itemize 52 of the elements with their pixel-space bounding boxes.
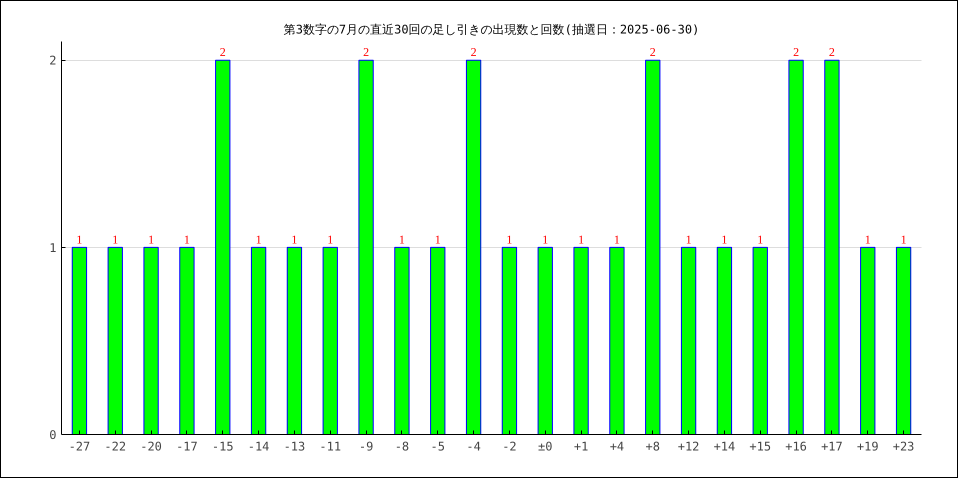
x-tick-label: +23 xyxy=(892,440,914,454)
data-label: 1 xyxy=(112,232,118,246)
x-tick-label: +16 xyxy=(785,440,807,454)
data-label: 1 xyxy=(148,232,154,246)
x-tick-label: -8 xyxy=(394,440,410,454)
x-tick-label: -9 xyxy=(358,440,374,454)
x-tick-label: -17 xyxy=(176,440,198,454)
x-tick-label: -4 xyxy=(466,440,481,454)
x-tick-label: -15 xyxy=(212,440,234,454)
data-label: 1 xyxy=(434,232,441,246)
data-label: 1 xyxy=(76,232,82,246)
x-tick-label: -27 xyxy=(68,440,90,454)
x-tick-label: +8 xyxy=(646,440,660,454)
data-label: 1 xyxy=(506,232,512,246)
data-label: 2 xyxy=(650,45,656,60)
data-label: 1 xyxy=(614,232,620,246)
data-label: 1 xyxy=(542,232,548,246)
data-label: 1 xyxy=(721,232,728,246)
data-label: 1 xyxy=(757,232,764,246)
data-label: 1 xyxy=(900,232,907,246)
x-tick-label: +17 xyxy=(821,440,843,454)
data-label: 1 xyxy=(291,232,298,246)
data-label: 2 xyxy=(363,45,370,60)
x-tick-label: +4 xyxy=(610,440,624,454)
x-tick-label: -22 xyxy=(104,440,126,454)
data-label: 1 xyxy=(184,232,190,246)
x-tick-label: +1 xyxy=(574,440,588,454)
x-tick-label: -11 xyxy=(319,440,342,454)
x-tick-label: +19 xyxy=(856,440,879,454)
data-label: 1 xyxy=(686,232,692,246)
data-label: 1 xyxy=(578,232,584,246)
data-label: 2 xyxy=(470,45,477,60)
data-label: 1 xyxy=(327,232,334,246)
x-tick-label: -13 xyxy=(284,440,306,454)
y-tick-label: 0 xyxy=(49,428,57,442)
data-label: 2 xyxy=(220,45,226,60)
data-label: 2 xyxy=(828,45,835,60)
y-tick-label: 2 xyxy=(49,54,57,68)
x-tick-label: ±0 xyxy=(538,440,552,454)
x-tick-label: +12 xyxy=(678,440,700,454)
x-tick-label: -5 xyxy=(430,440,445,454)
chart-title: 第3数字の7月の直近30回の足し引きの出現数と回数(抽選日：2025-06-30) xyxy=(284,22,700,36)
data-label: 1 xyxy=(256,232,262,246)
x-tick-label: -20 xyxy=(140,440,162,454)
data-label: 1 xyxy=(864,232,871,246)
y-tick-label: 1 xyxy=(49,240,57,255)
x-tick-label: +15 xyxy=(749,440,772,454)
x-tick-label: -14 xyxy=(248,440,270,454)
x-tick-label: +14 xyxy=(714,440,736,454)
data-label: 2 xyxy=(793,45,800,60)
data-label: 1 xyxy=(398,232,405,246)
x-tick-label: -2 xyxy=(502,440,517,454)
